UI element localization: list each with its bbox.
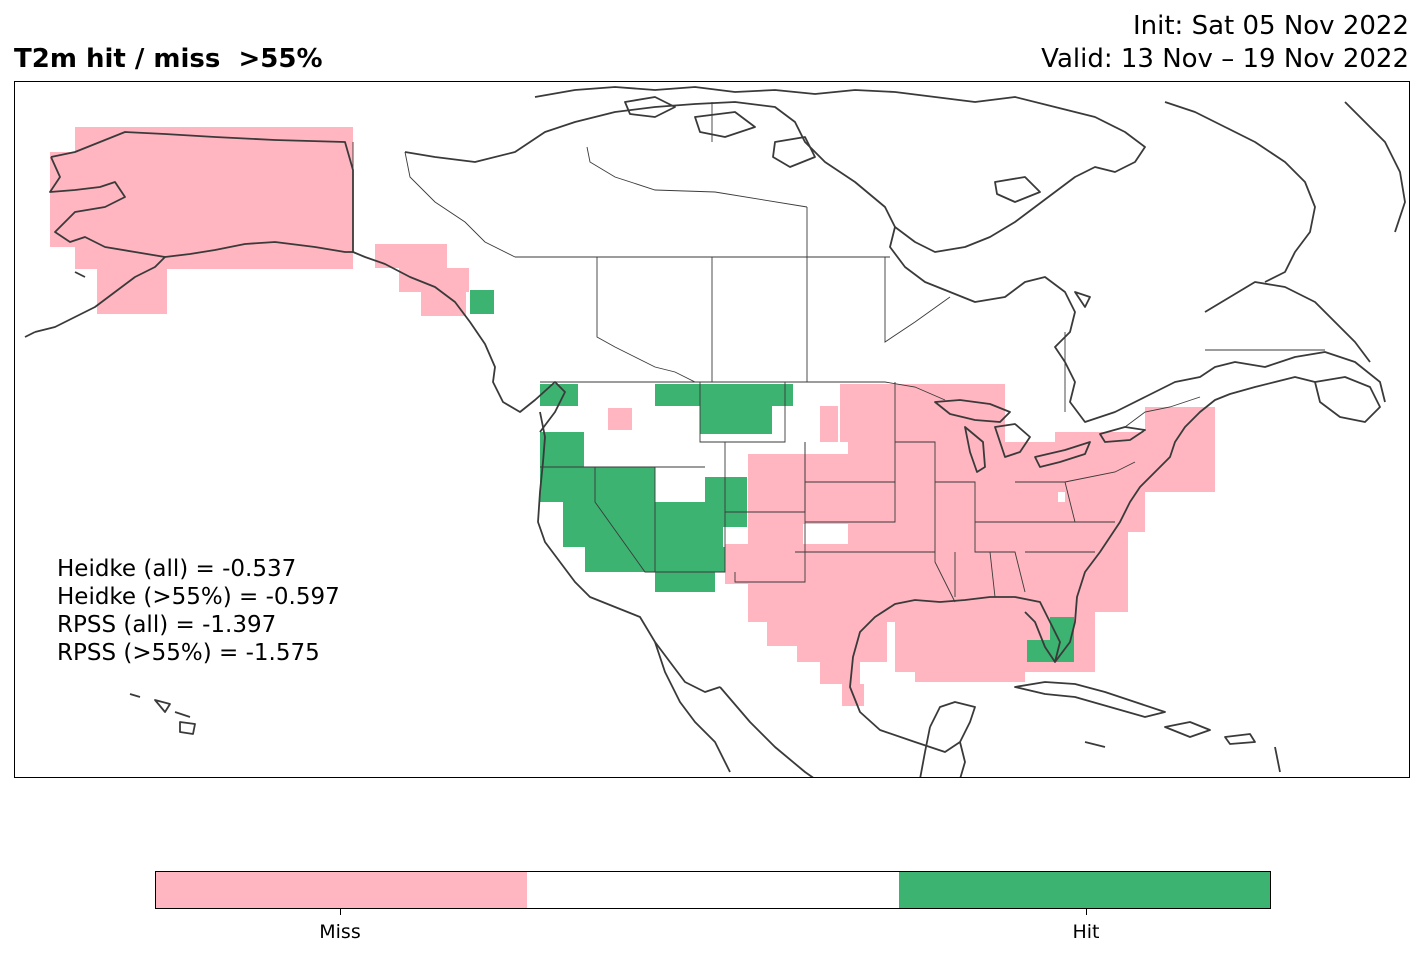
hit-cell — [540, 384, 558, 406]
miss-cell — [915, 662, 1025, 682]
heidke-55-score: Heidke (>55%) = -0.597 — [57, 584, 340, 610]
miss-cell — [421, 292, 466, 316]
hit-cell — [700, 406, 772, 434]
hit-cell — [655, 502, 667, 527]
hit-cell — [563, 527, 723, 547]
miss-cell — [797, 646, 887, 662]
score-annotations: Heidke (all) = -0.537 Heidke (>55%) = -0… — [57, 555, 340, 667]
colorbar-hit-label: Hit — [1072, 921, 1100, 943]
colorbar-neutral-segment — [527, 872, 899, 908]
valid-date: Valid: 13 Nov – 19 Nov 2022 — [1041, 44, 1409, 74]
alaska-coast — [50, 131, 566, 433]
miss-cell — [608, 408, 632, 430]
east-coast — [1054, 376, 1316, 663]
hit-cell — [655, 572, 715, 592]
miss-cell — [75, 247, 120, 269]
miss-cell — [375, 244, 447, 268]
init-date: Init: Sat 05 Nov 2022 — [1132, 11, 1409, 41]
miss-cell — [748, 454, 848, 524]
gulf-coast — [849, 596, 1061, 753]
date-info: Init: Sat 05 Nov 2022 Valid: 13 Nov – 19… — [1041, 10, 1409, 76]
miss-cell — [399, 268, 469, 292]
hit-cell — [667, 502, 705, 527]
hit-cell — [540, 467, 655, 502]
miss-cell — [820, 406, 838, 442]
miss-cell — [820, 662, 860, 684]
hit-cell — [540, 432, 584, 472]
miss-cell — [767, 622, 887, 646]
colorbar-miss-label: Miss — [319, 921, 361, 943]
west-coast — [537, 411, 721, 693]
hit-cell — [470, 290, 494, 314]
hit-cell — [655, 384, 793, 406]
miss-cell — [885, 384, 1005, 394]
map-svg — [24, 86, 1406, 777]
miss-cell — [748, 524, 803, 544]
miss-cell — [1145, 407, 1215, 452]
rpss-55-score: RPSS (>55%) = -1.575 — [57, 640, 320, 666]
colorbar-hit-tick — [1086, 909, 1087, 915]
map-panel — [14, 81, 1410, 778]
hit-cell — [1027, 640, 1073, 662]
miss-cell — [1175, 452, 1215, 492]
great-lakes — [934, 399, 1011, 423]
rpss-all-score: RPSS (all) = -1.397 — [57, 612, 277, 638]
map-title: T2m hit / miss >55% — [14, 44, 323, 74]
colorbar-hit-segment — [898, 872, 1270, 908]
political-borders — [352, 102, 1325, 603]
colorbar-miss-segment — [156, 872, 528, 908]
heidke-all-score: Heidke (all) = -0.537 — [57, 556, 297, 582]
hit-cell — [563, 502, 655, 527]
colorbar — [155, 871, 1271, 909]
colorbar-miss-tick — [340, 909, 341, 915]
miss-cell — [97, 269, 167, 314]
hit-cell — [705, 477, 747, 527]
coastlines — [24, 86, 1406, 777]
forecast-cells — [50, 127, 1215, 706]
